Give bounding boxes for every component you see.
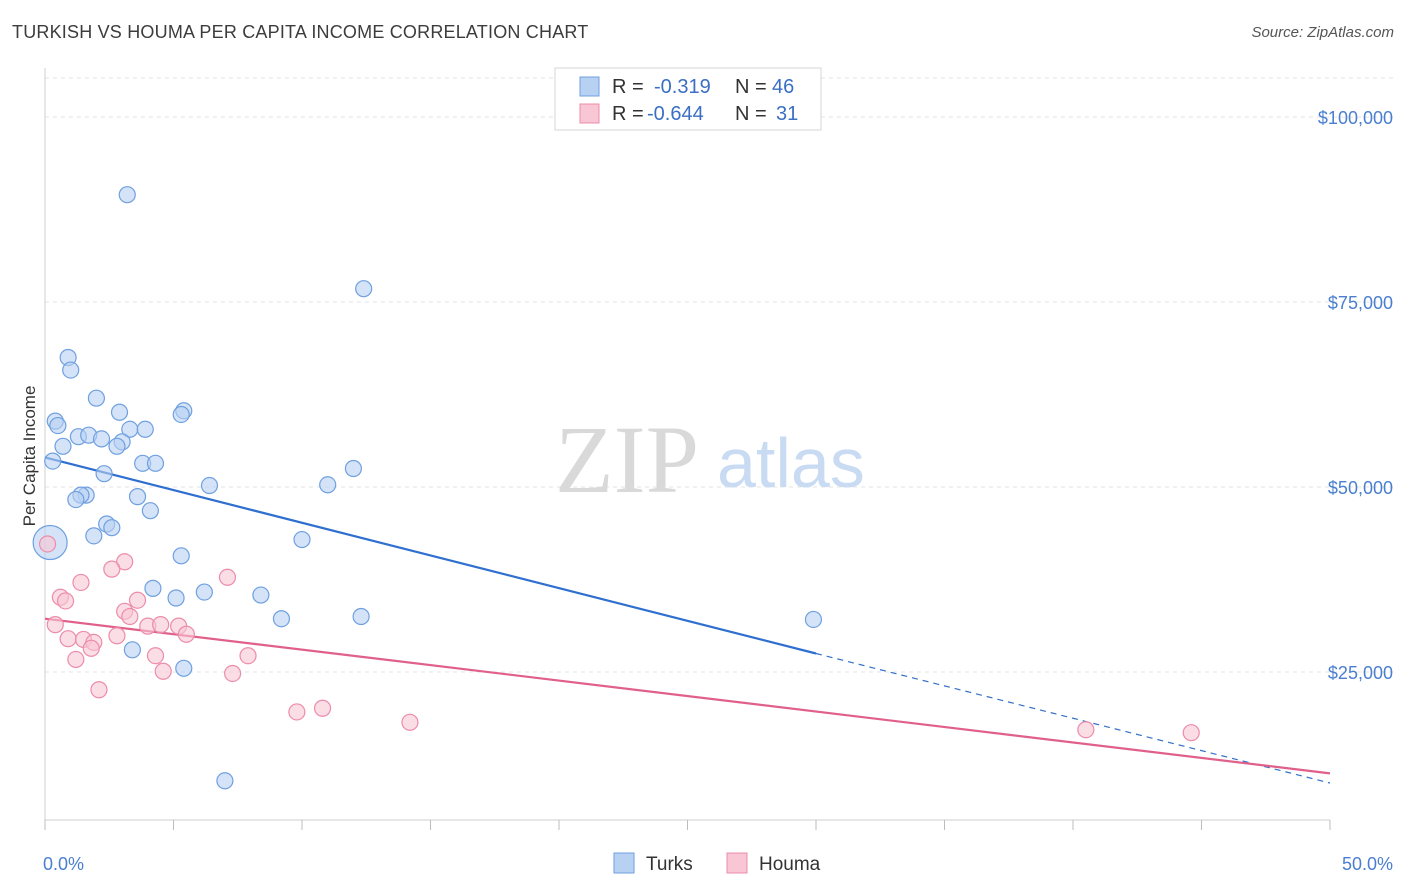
legend-n-label-2: N = [735,103,767,125]
legend-r-value-1: -0.319 [654,76,711,98]
point-turks [87,389,106,407]
bottom-legend-label-turks: Turks [646,854,693,875]
point-houma [56,592,75,610]
y-axis-label: Per Capita Income [20,386,39,527]
point-turks [103,519,121,537]
y-tick-label: $75,000 [1328,293,1393,313]
point-turks [67,490,85,509]
point-houma [38,535,57,553]
point-turks [195,583,213,601]
legend-n-label-1: N = [735,76,767,98]
bottom-legend-swatch-houma [726,852,748,874]
point-turks [293,530,311,549]
point-turks [344,459,362,478]
legend: R = -0.319 N = 46 R = -0.644 N = 31 [554,67,822,131]
y-tick-labels: $25,000 $50,000 $75,000 $100,000 [1318,108,1393,683]
point-turks [175,659,193,677]
point-houma [288,703,306,721]
x-tick-label-min: 0.0% [43,854,84,874]
point-houma [72,573,90,592]
bottom-legend: Turks Houma [613,852,821,875]
point-turks [92,430,111,448]
point-turks [110,403,129,421]
point-turks [167,589,185,607]
point-houma [401,713,419,731]
point-turks [85,527,103,545]
legend-n-value-1: 46 [772,76,794,98]
point-turks [108,437,126,455]
y-tick-label: $100,000 [1318,108,1393,128]
grid-lines [45,77,1393,673]
point-turks [128,488,147,506]
chart-title: TURKISH VS HOUMA PER CAPITA INCOME CORRE… [12,22,589,42]
point-turks [352,607,370,626]
point-houma [128,591,147,609]
legend-n-value-2: 31 [776,103,798,125]
trend-lines [44,456,1331,784]
legend-swatch-turks [579,76,600,97]
point-turks [319,476,337,494]
point-turks [54,437,72,455]
point-turks [123,641,141,659]
point-houma [90,681,108,699]
point-turks [144,579,162,597]
trend-line-1 [44,617,1331,775]
watermark: ZIP atlas [555,406,865,513]
point-turks [172,547,190,565]
point-houma [224,664,242,683]
y-tick-label: $50,000 [1328,478,1393,498]
legend-r-label-1: R = [612,76,644,98]
point-houma [103,560,121,578]
point-houma [152,616,170,634]
point-houma [239,647,257,665]
point-houma [154,662,172,680]
data-points [32,186,1200,790]
point-houma [116,553,134,571]
point-turks [200,476,219,495]
point-turks [118,186,136,204]
point-houma [146,647,165,665]
point-turks [62,361,80,379]
point-houma [59,630,77,648]
point-houma [46,616,64,634]
point-turks [272,610,291,628]
chart-source: Source: ZipAtlas.com [1251,24,1394,41]
point-turks [172,405,190,424]
point-houma [218,568,237,586]
point-turks [136,420,154,438]
point-houma [108,627,126,645]
point-turks [141,502,159,520]
legend-r-value-2: -0.644 [647,103,704,125]
point-houma [121,607,139,626]
point-turks [44,452,62,470]
bottom-legend-label-houma: Houma [759,854,821,875]
point-turks [216,772,234,790]
point-houma [82,639,100,657]
point-houma [1077,721,1095,739]
trend-line-0 [44,456,817,655]
point-houma [67,650,85,669]
x-tick-label-max: 50.0% [1342,854,1393,874]
legend-r-label-2: R = [612,103,644,125]
point-houma [313,699,332,717]
point-turks [49,416,67,435]
watermark-zip: ZIP [555,406,699,513]
y-tick-label: $25,000 [1328,663,1393,683]
point-houma [177,625,195,643]
watermark-atlas: atlas [717,424,865,502]
axes [44,68,1331,830]
trend-line-extension-0 [815,652,1331,784]
point-turks [804,610,823,629]
point-turks [355,280,373,298]
point-houma [1182,724,1200,742]
point-turks [146,454,165,472]
point-turks [95,465,113,483]
bottom-legend-swatch-turks [613,852,635,874]
point-turks [252,586,270,604]
legend-swatch-houma [579,103,600,124]
